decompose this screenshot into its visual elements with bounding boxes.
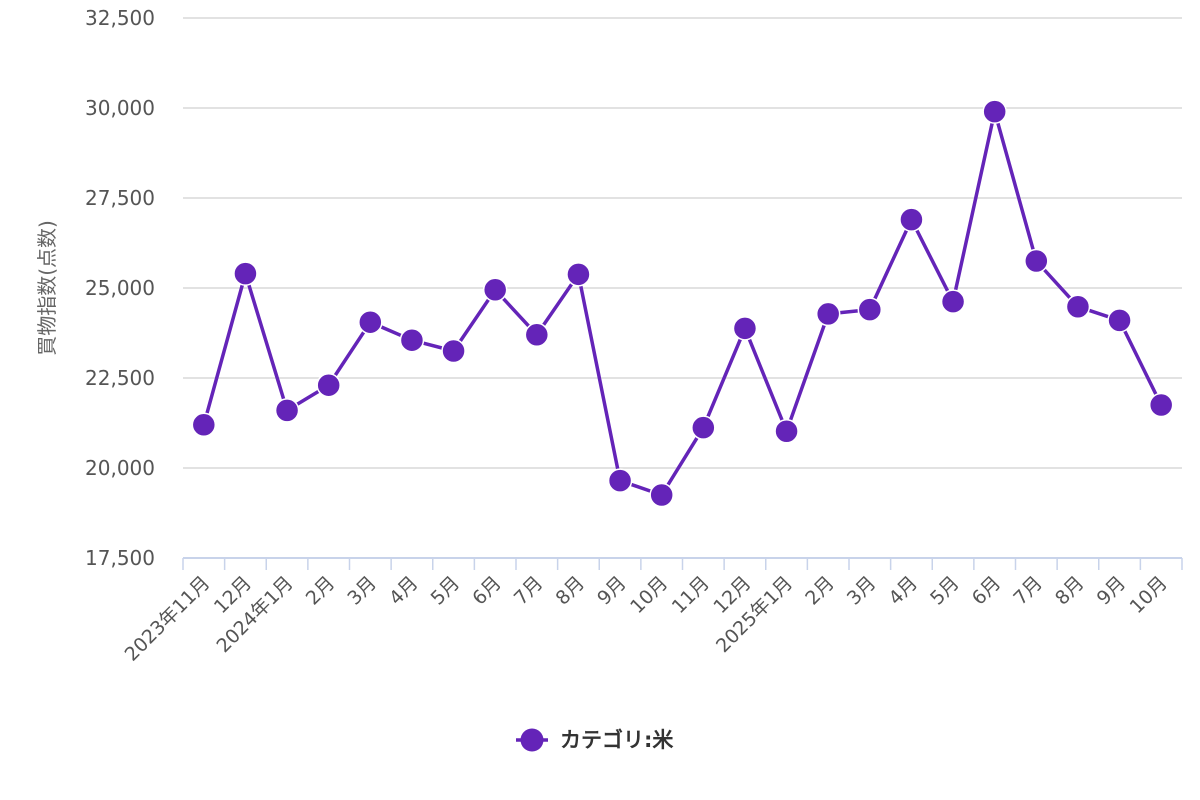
x-tick-label: 5月: [926, 572, 964, 610]
data-point: [274, 398, 300, 423]
x-tick-label: 9月: [593, 572, 631, 610]
series: [191, 99, 1174, 508]
y-tick-label: 25,000: [85, 276, 155, 300]
data-point: [1024, 248, 1049, 274]
x-tick-label: 2023年11月: [121, 572, 215, 666]
y-tick-label: 32,500: [85, 6, 155, 30]
y-tick-label: 17,500: [85, 546, 155, 570]
gridlines: [183, 17, 1182, 469]
data-point: [482, 277, 508, 303]
x-tick-label: 10月: [1126, 572, 1172, 618]
x-tick-label: 6月: [468, 572, 506, 610]
x-tick-label: 7月: [510, 572, 548, 610]
data-point: [358, 309, 383, 335]
x-tick-label: 8月: [1051, 572, 1089, 610]
data-point: [191, 412, 217, 438]
data-point: [1107, 308, 1132, 333]
y-tick-label: 22,500: [85, 366, 155, 390]
y-axis-title: 買物指数(点数): [35, 220, 59, 356]
data-point: [399, 327, 425, 353]
data-point: [316, 372, 341, 398]
x-tick-label: 7月: [1009, 572, 1047, 610]
data-point: [857, 297, 883, 322]
data-point: [649, 482, 674, 508]
data-point: [815, 301, 841, 327]
data-point: [607, 468, 633, 493]
data-point: [940, 289, 966, 314]
x-tick-label: 4月: [884, 572, 922, 610]
x-tick-label: 2月: [302, 572, 340, 610]
x-tick-label: 9月: [1093, 572, 1131, 610]
data-point: [691, 415, 716, 440]
data-point: [1148, 392, 1174, 418]
x-tick-label: 3月: [343, 572, 381, 610]
legend[interactable]: カテゴリ:米: [516, 728, 674, 752]
x-tick-label: 3月: [843, 572, 881, 610]
data-point: [982, 99, 1007, 124]
series-line-rice: [202, 109, 1163, 497]
x-tick-label: 8月: [551, 572, 589, 610]
data-point: [899, 207, 924, 232]
legend-marker: [520, 728, 544, 752]
x-tick-label: 4月: [385, 572, 423, 610]
data-point: [524, 322, 550, 348]
data-point: [566, 262, 591, 287]
data-point: [732, 316, 758, 341]
x-tick-label: 10月: [626, 572, 672, 618]
data-point: [441, 338, 466, 364]
legend-label-rice: カテゴリ:米: [560, 728, 674, 752]
data-point: [233, 261, 258, 286]
x-tick-label: 5月: [427, 572, 465, 610]
x-tick-label: 6月: [968, 572, 1006, 610]
y-tick-label: 27,500: [85, 186, 155, 210]
data-point: [774, 419, 799, 444]
y-axis: 17,500 20,000 22,500 25,000 27,500 30,000 32,5…: [85, 6, 155, 570]
y-tick-label: 20,000: [85, 456, 155, 480]
data-point: [1065, 294, 1091, 319]
y-tick-label: 30,000: [85, 96, 155, 120]
x-tick-label: 11月: [668, 572, 714, 618]
x-tick-label: 2月: [801, 572, 839, 610]
